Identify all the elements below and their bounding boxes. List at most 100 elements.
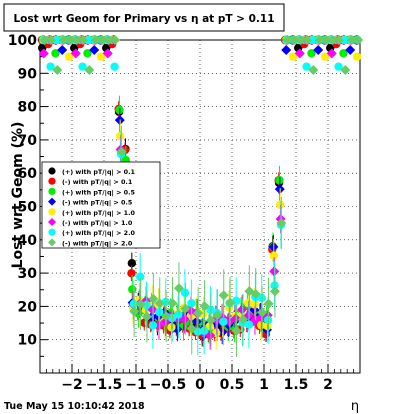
legend-marker [48, 238, 56, 247]
x-tick-label: −2 [61, 377, 82, 393]
x-axis: −2 −1.5 −1 −0.5 0 0.5 1 1.5 2 [46, 364, 355, 393]
y-tick-label: 10 [18, 333, 38, 349]
data-point [219, 317, 228, 326]
legend-label: (-) with pT/|q| > 0.1 [62, 178, 132, 187]
data-point [46, 62, 55, 71]
data-point [269, 251, 278, 260]
data-point [250, 289, 261, 300]
data-point [281, 44, 292, 55]
x-tick-label: −1.5 [86, 377, 123, 393]
data-point [225, 297, 236, 308]
y-tick-label: 100 [8, 33, 37, 49]
data-point [103, 35, 114, 45]
legend-label: (+) with pT/|q| > 2.0 [62, 229, 136, 238]
data-point [96, 52, 106, 61]
data-point [289, 35, 300, 45]
data-point [269, 286, 280, 297]
data-point [109, 35, 120, 45]
data-point [129, 306, 140, 317]
data-point [237, 314, 248, 325]
data-point [257, 307, 268, 318]
data-point [218, 290, 229, 301]
data-series [37, 35, 364, 357]
data-point [39, 35, 50, 45]
chart-title: Lost wrt Geom for Primary vs η at pT > 0… [13, 13, 274, 25]
data-point [116, 146, 127, 157]
data-point [97, 35, 108, 45]
x-tick-label: −0.5 [150, 377, 187, 393]
x-tick-label: 0 [195, 377, 205, 393]
data-point [64, 52, 74, 61]
data-point [288, 52, 298, 61]
data-point [71, 35, 82, 45]
data-point [263, 298, 274, 309]
y-tick-label: 90 [18, 66, 38, 82]
data-point [38, 48, 49, 59]
x-tick-label: 2 [323, 377, 333, 393]
data-point [314, 35, 325, 45]
legend-label: (+) with pT/|q| > 0.1 [62, 168, 135, 177]
data-point [282, 35, 293, 45]
data-point [352, 52, 362, 61]
data-point [244, 320, 254, 329]
data-point [313, 44, 324, 55]
x-tick-label: 0.5 [220, 377, 245, 393]
legend-label: (+) with pT/|q| > 1.0 [62, 209, 136, 218]
data-point [295, 35, 306, 45]
data-point [57, 44, 68, 55]
data-point [58, 35, 69, 45]
data-point [212, 310, 223, 321]
y-tick-label: 60 [18, 166, 38, 182]
data-point [301, 35, 312, 45]
data-point [276, 217, 287, 228]
data-point [346, 35, 357, 45]
data-point [65, 35, 76, 45]
data-point [340, 64, 351, 75]
y-tick-label: 80 [18, 100, 38, 116]
y-tick-label: 50 [18, 200, 38, 216]
data-point [353, 35, 364, 45]
data-point [339, 49, 348, 58]
data-point [333, 35, 344, 45]
x-tick-label: 1 [259, 377, 269, 393]
data-point [52, 35, 62, 45]
x-axis-label: η [351, 399, 359, 414]
legend: (+) with pT/|q| > 0.1(-) with pT/|q| > 0… [41, 161, 161, 249]
legend-label: (-) with pT/|q| > 2.0 [62, 239, 133, 248]
legend-label: (-) with pT/|q| > 1.0 [62, 219, 133, 228]
data-point [127, 269, 136, 278]
data-point [231, 325, 242, 336]
y-axis-label: Lost wrt Geom (%) [10, 122, 26, 269]
data-point [84, 64, 95, 75]
data-point [173, 283, 184, 294]
data-point [77, 35, 88, 45]
legend-marker [48, 218, 56, 226]
data-point [334, 62, 343, 71]
data-point [205, 315, 216, 326]
title-box [3, 3, 285, 32]
legend-marker [48, 187, 56, 195]
data-point [345, 44, 356, 55]
legend-marker [48, 228, 56, 236]
data-point [127, 259, 137, 268]
data-point [51, 49, 60, 58]
data-point [110, 62, 119, 71]
data-point [174, 310, 183, 319]
data-point [307, 49, 316, 58]
data-point [308, 64, 319, 75]
data-point [154, 298, 165, 309]
data-point [167, 298, 178, 309]
legend-marker [48, 177, 56, 185]
data-point [84, 35, 94, 45]
data-point [148, 293, 159, 304]
data-point [135, 272, 145, 281]
data-point [161, 311, 172, 322]
data-point [141, 311, 152, 322]
x-tick-label: 1.5 [284, 377, 309, 393]
legend-marker [48, 197, 56, 206]
data-point [78, 62, 87, 71]
legend-box [41, 161, 161, 249]
data-point [327, 35, 338, 45]
y-tick-label: 20 [18, 299, 38, 315]
data-point [45, 35, 56, 45]
